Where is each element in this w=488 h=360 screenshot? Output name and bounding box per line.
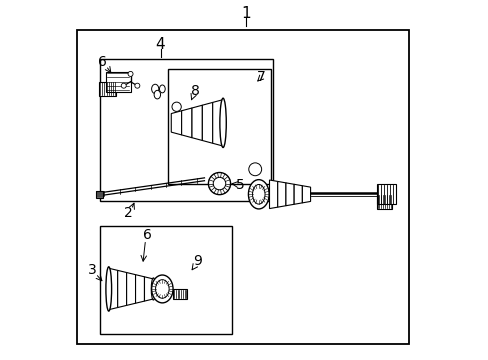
Polygon shape xyxy=(285,183,294,206)
Polygon shape xyxy=(212,100,223,146)
Polygon shape xyxy=(126,273,135,305)
Ellipse shape xyxy=(106,267,111,311)
Bar xyxy=(376,184,395,204)
Bar xyxy=(173,289,187,299)
Ellipse shape xyxy=(220,98,226,148)
Circle shape xyxy=(121,83,126,88)
Polygon shape xyxy=(171,111,181,135)
Polygon shape xyxy=(181,108,192,138)
Bar xyxy=(100,59,272,202)
Bar xyxy=(376,194,391,208)
Polygon shape xyxy=(269,180,277,208)
Polygon shape xyxy=(192,105,202,140)
Text: 5: 5 xyxy=(235,178,244,192)
Ellipse shape xyxy=(252,184,264,204)
Text: 2: 2 xyxy=(124,206,133,220)
Ellipse shape xyxy=(154,90,160,99)
Bar xyxy=(167,69,271,184)
Ellipse shape xyxy=(213,177,225,190)
Bar xyxy=(106,72,130,92)
Text: 9: 9 xyxy=(193,255,202,269)
Text: 1: 1 xyxy=(241,6,250,21)
Bar xyxy=(77,30,408,344)
Polygon shape xyxy=(118,270,126,307)
Bar xyxy=(100,226,231,334)
Bar xyxy=(95,191,103,198)
Circle shape xyxy=(128,71,133,76)
Circle shape xyxy=(172,102,181,111)
Bar xyxy=(99,82,116,96)
Circle shape xyxy=(248,163,261,176)
Polygon shape xyxy=(294,184,302,204)
Ellipse shape xyxy=(248,180,268,209)
Polygon shape xyxy=(302,186,310,203)
Polygon shape xyxy=(277,181,285,207)
Text: 6: 6 xyxy=(142,228,151,242)
Ellipse shape xyxy=(151,84,159,94)
Polygon shape xyxy=(202,102,212,143)
Ellipse shape xyxy=(159,85,165,93)
Text: 7: 7 xyxy=(257,70,265,84)
Text: 8: 8 xyxy=(190,84,199,98)
Ellipse shape xyxy=(208,172,230,195)
Text: 3: 3 xyxy=(88,264,97,277)
Text: 4: 4 xyxy=(155,37,165,53)
Circle shape xyxy=(135,83,140,88)
Text: 6: 6 xyxy=(98,55,107,69)
Polygon shape xyxy=(144,277,153,301)
Ellipse shape xyxy=(151,278,155,300)
Ellipse shape xyxy=(151,275,173,303)
Polygon shape xyxy=(108,268,118,310)
Polygon shape xyxy=(135,275,144,303)
Ellipse shape xyxy=(155,280,169,298)
